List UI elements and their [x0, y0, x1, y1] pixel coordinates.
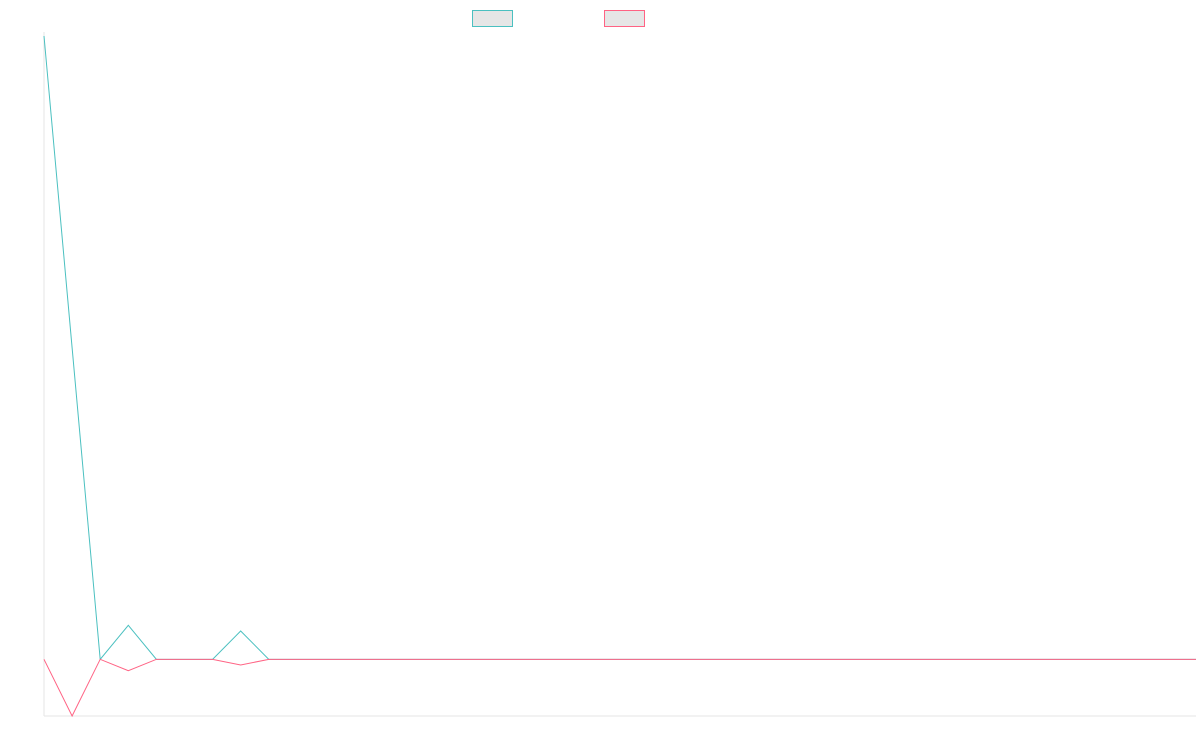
legend[interactable] [472, 10, 645, 27]
axes [43, 32, 1196, 717]
series-line-1 [43, 35, 1196, 661]
legend-swatch-series-1[interactable] [472, 10, 513, 27]
legend-swatch-series-2[interactable] [604, 10, 645, 27]
series-group [43, 35, 1196, 718]
series-line-2 [43, 658, 1196, 718]
